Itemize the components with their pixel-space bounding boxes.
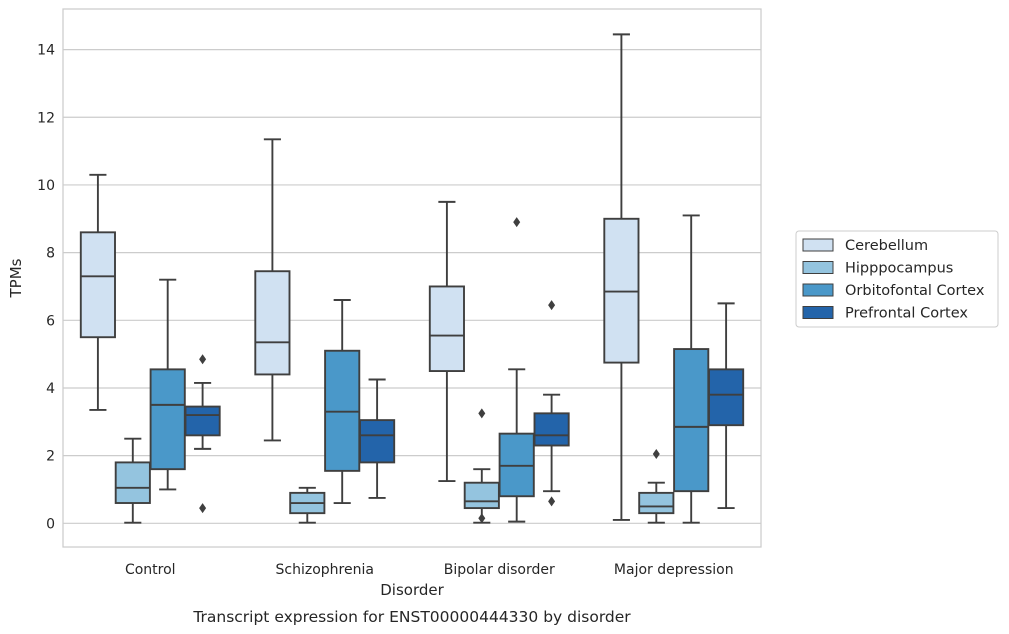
box-iqr	[463, 481, 500, 510]
legend-label: Prefrontal Cortex	[845, 306, 968, 322]
legend-swatch	[802, 306, 834, 319]
outlier-point	[478, 408, 486, 419]
y-tick-label: 2	[46, 449, 55, 465]
y-tick-label: 8	[46, 246, 55, 262]
box-group	[673, 214, 710, 524]
box-group	[79, 173, 116, 411]
box-group	[254, 138, 291, 442]
box-iqr	[114, 461, 151, 504]
legend-label: Cerebellum	[845, 238, 928, 254]
y-tick-label: 14	[37, 43, 55, 59]
x-tick-label: Schizophrenia	[276, 562, 374, 578]
outlier-point	[513, 217, 521, 228]
chart-caption: Transcript expression for ENST0000044433…	[192, 608, 631, 626]
box-iqr	[184, 405, 221, 437]
box-group	[114, 437, 151, 524]
box-group	[149, 278, 186, 491]
outlier-point	[548, 300, 556, 311]
y-tick-label: 12	[37, 110, 55, 126]
y-tick-label: 6	[46, 313, 55, 329]
box-group	[289, 486, 326, 524]
y-tick-labels: 0 2 4 6 8 10 12 14	[37, 43, 55, 533]
outlier-point	[478, 513, 486, 524]
x-tick-label: Bipolar disorder	[444, 562, 555, 578]
box-group	[603, 33, 640, 521]
box-group	[184, 354, 221, 514]
box-iqr	[149, 368, 186, 471]
box-iqr	[254, 270, 291, 376]
boxes-layer	[79, 33, 745, 524]
y-axis-title: TPMs	[7, 258, 25, 298]
y-tick-label: 4	[46, 381, 55, 397]
legend-frame	[795, 230, 999, 328]
legend-label: Hipppocampus	[845, 261, 953, 277]
outlier-point	[548, 496, 556, 507]
box-group	[324, 299, 361, 504]
legend-label: Orbitofontal Cortex	[845, 283, 985, 299]
x-tick-label: Control	[125, 562, 176, 578]
box-group	[638, 448, 675, 524]
box-iqr	[79, 231, 116, 339]
x-tick-labels: Control Schizophrenia Bipolar disorder Majo…	[125, 562, 734, 578]
box-iqr	[533, 412, 570, 447]
plot-frame	[62, 8, 762, 548]
legend-swatch	[802, 238, 834, 252]
x-tick-label: Major depression	[614, 562, 734, 578]
box-group	[498, 217, 535, 523]
box-iqr	[673, 348, 710, 493]
outlier-point	[199, 503, 207, 514]
box-group	[533, 300, 570, 507]
x-axis-title: Disorder	[380, 581, 444, 599]
box-iqr	[708, 368, 745, 427]
legend-swatch	[802, 261, 834, 274]
outlier-point	[199, 354, 207, 365]
legend-swatch	[802, 283, 834, 297]
y-tick-label: 10	[37, 178, 55, 194]
outlier-point	[652, 448, 660, 459]
box-group	[708, 302, 745, 510]
box-group	[359, 378, 396, 499]
y-tick-label: 0	[46, 516, 55, 532]
box-iqr	[428, 285, 465, 373]
box-group	[463, 408, 500, 524]
legend: Cerebellum Hipppocampus Orbitofontal Corte…	[795, 230, 999, 328]
box-iqr	[638, 491, 675, 515]
box-iqr	[359, 419, 396, 464]
box-group	[428, 200, 465, 482]
